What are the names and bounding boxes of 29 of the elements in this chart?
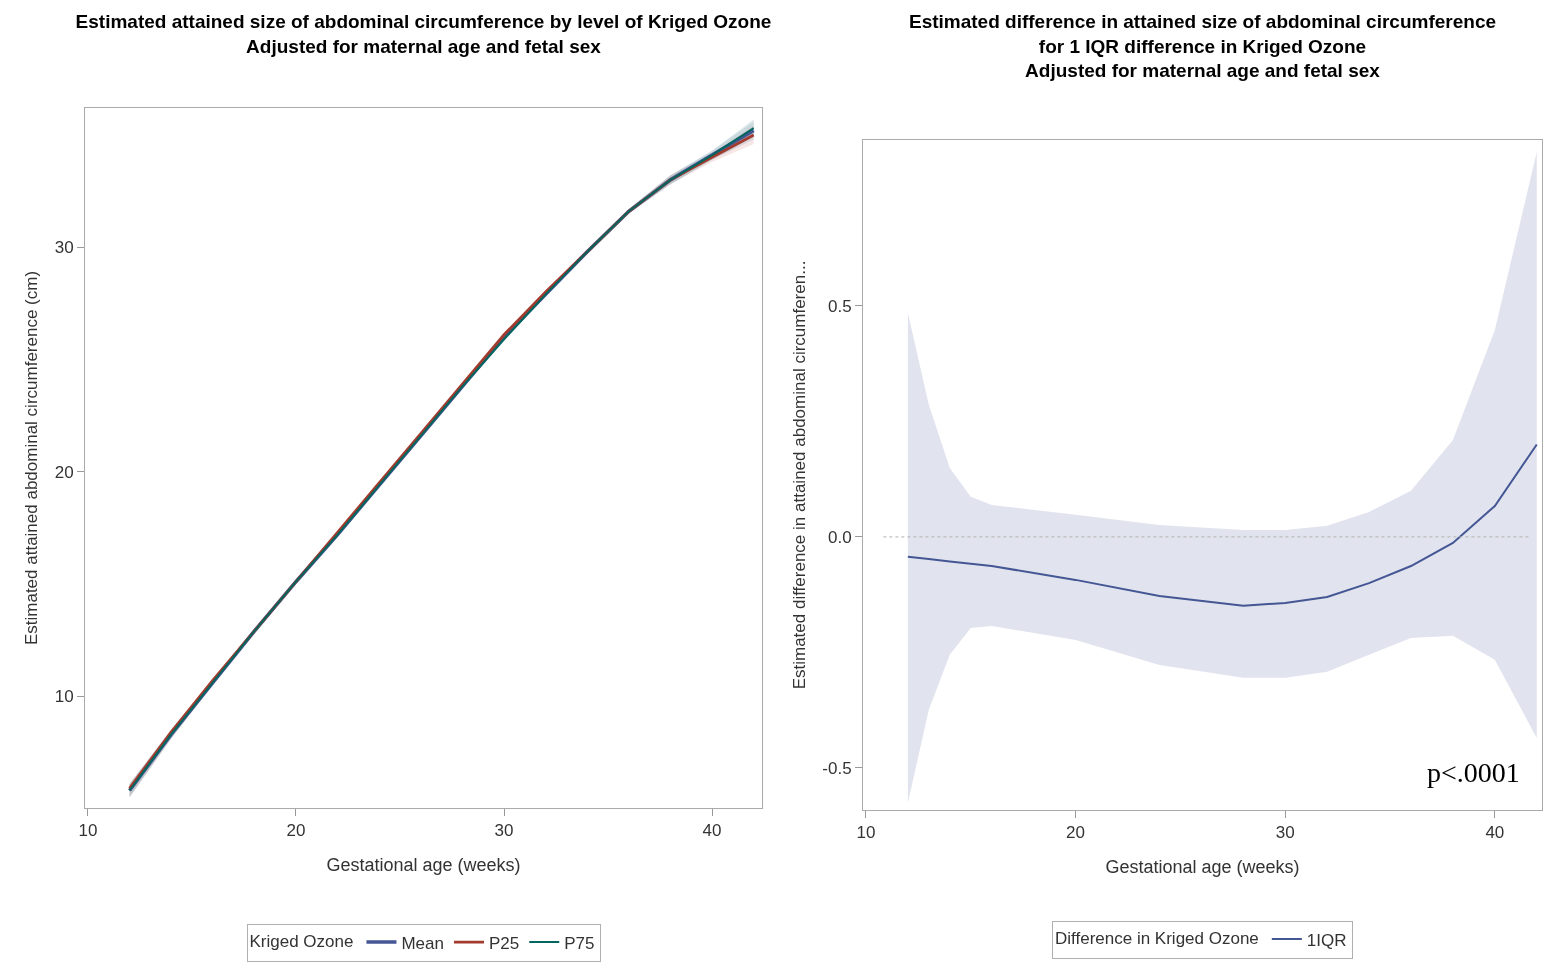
- chart-subtitle: Adjusted for maternal age and fetal sex: [246, 35, 602, 57]
- x-tick-label: 10: [856, 823, 876, 843]
- chart-title: Estimated difference in attained size of abdominal circumference: [908, 11, 1497, 32]
- legend-title: Difference in Kriged Ozone: [1055, 928, 1259, 948]
- chart-subtitle: for 1 IQR difference in Kriged Ozone Adjusted for maternal age and fetal sex: [1025, 35, 1381, 82]
- y-axis-title: Estimated attained abdominal circumference (cm): [22, 270, 42, 646]
- x-tick-label: 10: [78, 821, 98, 841]
- y-axis-title: Estimated difference in attained abdominal circumferen...: [789, 260, 809, 690]
- x-tick-label: 20: [286, 821, 306, 841]
- legend-title: Kriged Ozone: [249, 931, 354, 951]
- y-tick-label: 30: [54, 238, 74, 258]
- x-tick-label: 40: [702, 821, 722, 841]
- chart-title: Estimated attained size of abdominal circumference by level of Kriged Ozone: [75, 11, 772, 32]
- y-tick-label: 20: [54, 462, 74, 482]
- annotation: p<.0001: [1427, 757, 1520, 788]
- legend-label: P25: [488, 933, 520, 953]
- legend-label: Mean: [401, 933, 444, 953]
- x-tick-label: 30: [494, 821, 514, 841]
- x-tick-label: 40: [1485, 823, 1505, 843]
- x-axis-title: Gestational age (weeks): [326, 854, 521, 875]
- y-tick-label: 0.0: [827, 527, 852, 547]
- y-tick-label: 10: [54, 687, 74, 707]
- x-axis-title: Gestational age (weeks): [1105, 856, 1300, 877]
- legend-label: P75: [564, 933, 595, 953]
- y-tick-label: -0.5: [822, 758, 852, 778]
- legend-label: 1IQR: [1306, 930, 1347, 950]
- x-tick-label: 30: [1275, 823, 1295, 843]
- x-tick-label: 20: [1066, 823, 1086, 843]
- y-tick-label: 0.5: [827, 296, 852, 316]
